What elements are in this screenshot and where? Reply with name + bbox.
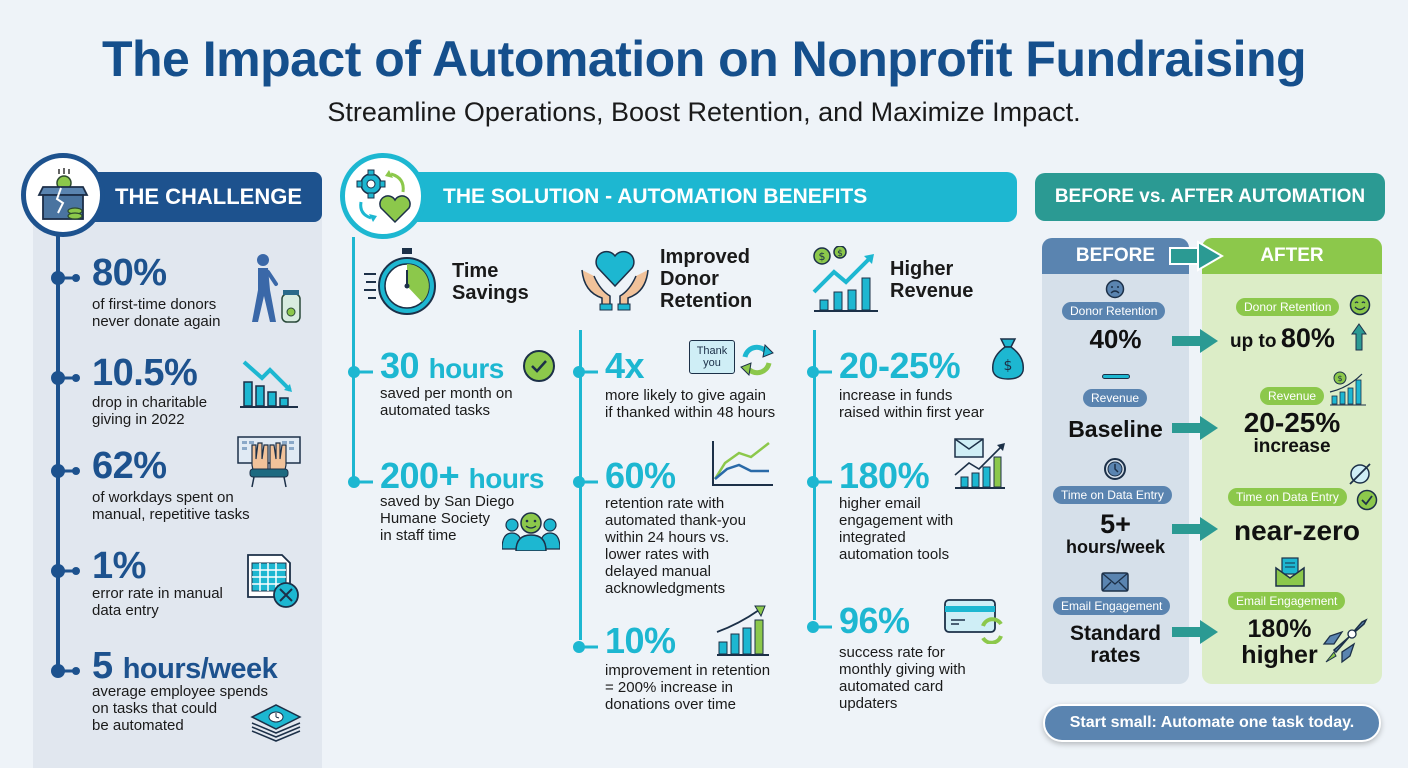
metric-label-after: Revenue bbox=[1260, 387, 1325, 405]
walking-away-person-jar-icon bbox=[252, 254, 301, 323]
spreadsheet-error-icon bbox=[247, 554, 299, 608]
before-after-heading: BEFORE vs. AFTER AUTOMATION bbox=[1035, 173, 1385, 221]
solution-timeline bbox=[352, 237, 355, 477]
card-refresh-icon bbox=[944, 599, 1003, 644]
up-arrow-icon bbox=[1351, 323, 1367, 351]
challenge-heading: THE CHALLENGE bbox=[60, 172, 322, 222]
timeline-node-icon bbox=[51, 271, 80, 285]
before-value: Standard rates bbox=[1069, 622, 1161, 668]
open-email-icon bbox=[1275, 557, 1305, 587]
right-arrow-icon bbox=[1172, 416, 1218, 440]
gear-heart-cycle-icon bbox=[340, 153, 426, 239]
metric-label-after: Time on Data Entry bbox=[1228, 488, 1347, 506]
sad-face-icon bbox=[1105, 279, 1125, 299]
solution-column-donor-retention: Improved Donor Retention bbox=[578, 246, 752, 312]
broken-donation-box-icon bbox=[21, 153, 105, 237]
after-value: 20-25% increase bbox=[1243, 407, 1341, 458]
solution-column-time-savings: Time Savings bbox=[362, 246, 529, 318]
after-value: near-zero bbox=[1233, 515, 1361, 546]
right-arrow-icon bbox=[1172, 329, 1218, 353]
right-arrow-icon bbox=[1172, 620, 1218, 644]
after-value: 180% higher bbox=[1241, 615, 1318, 670]
timeline-node-icon bbox=[51, 664, 80, 678]
timeline-node-icon bbox=[348, 476, 373, 488]
clock-icon bbox=[1104, 458, 1126, 480]
page-subtitle: Streamline Operations, Boost Retention, … bbox=[327, 97, 1081, 127]
timeline-node-icon bbox=[573, 366, 598, 378]
before-to-after-arrow-icon bbox=[1169, 240, 1224, 272]
solution-column-higher-revenue: $ $ Higher Revenue bbox=[810, 246, 973, 314]
declining-chart-icon bbox=[240, 360, 298, 408]
before-value: Baseline bbox=[1068, 416, 1163, 442]
timeline-node-icon bbox=[807, 476, 832, 488]
growth-bar-chart-icon bbox=[716, 605, 769, 656]
right-arrow-icon bbox=[1172, 517, 1218, 541]
timeline-node-icon bbox=[573, 641, 598, 653]
metric-label-after: Email Engagement bbox=[1228, 592, 1346, 610]
revenue-chart-icon: $ bbox=[1329, 371, 1366, 406]
timeline-node-icon bbox=[51, 371, 80, 385]
timeline-node-icon bbox=[573, 476, 598, 488]
revenue-growth-icon: $ $ bbox=[812, 246, 878, 312]
solution-heading: THE SOLUTION - AUTOMATION BENEFITS bbox=[385, 172, 1017, 222]
before-label: BEFORE bbox=[1042, 238, 1189, 274]
after-label: AFTER bbox=[1202, 238, 1382, 274]
money-bag-icon: $ bbox=[992, 338, 1024, 380]
timeline-node-icon bbox=[348, 366, 373, 378]
timeline-node-icon bbox=[807, 621, 832, 633]
neutral-dash-icon bbox=[1102, 374, 1130, 379]
refresh-cycle-icon bbox=[740, 343, 774, 377]
check-circle-icon bbox=[523, 350, 555, 382]
after-value: up to 80% bbox=[1230, 323, 1335, 353]
before-value: 5+ hours/week bbox=[1065, 509, 1166, 558]
svg-text:$: $ bbox=[1004, 358, 1013, 374]
line-chart-icon bbox=[712, 441, 773, 486]
crossed-clock-icon bbox=[1349, 463, 1371, 485]
email-growth-icon bbox=[954, 438, 1005, 489]
svg-text:$: $ bbox=[837, 249, 843, 259]
paper-stack-clock-icon bbox=[250, 704, 302, 742]
timeline-node-icon bbox=[51, 564, 80, 578]
page-title: The Impact of Automation on Nonprofit Fu… bbox=[101, 31, 1307, 87]
timeline-node-icon bbox=[51, 464, 80, 478]
metric-label-before: Time on Data Entry bbox=[1053, 486, 1172, 504]
metric-label-before: Donor Retention bbox=[1062, 302, 1166, 320]
timeline-node-icon bbox=[807, 366, 832, 378]
before-value: 40% bbox=[1089, 324, 1142, 354]
metric-label-after: Donor Retention bbox=[1236, 298, 1340, 316]
cta-banner[interactable]: Start small: Automate one task today. bbox=[1043, 704, 1381, 742]
team-people-icon bbox=[502, 512, 560, 551]
rocket-icon bbox=[1322, 618, 1368, 664]
svg-text:$: $ bbox=[819, 250, 826, 263]
heart-in-hands-icon bbox=[581, 250, 649, 311]
challenge-panel bbox=[33, 195, 322, 768]
thank-you-bubble-icon: Thank you bbox=[689, 340, 735, 374]
metric-label-before: Email Engagement bbox=[1053, 597, 1171, 615]
solution-column-line bbox=[813, 330, 816, 620]
happy-face-icon bbox=[1349, 294, 1371, 316]
stopwatch-icon bbox=[364, 248, 436, 315]
check-circle-icon bbox=[1356, 489, 1378, 511]
metric-label-before: Revenue bbox=[1083, 389, 1148, 407]
tied-hands-keyboard-icon bbox=[237, 436, 301, 488]
challenge-timeline bbox=[56, 235, 60, 665]
svg-text:$: $ bbox=[1337, 374, 1342, 383]
envelope-icon bbox=[1101, 572, 1129, 592]
